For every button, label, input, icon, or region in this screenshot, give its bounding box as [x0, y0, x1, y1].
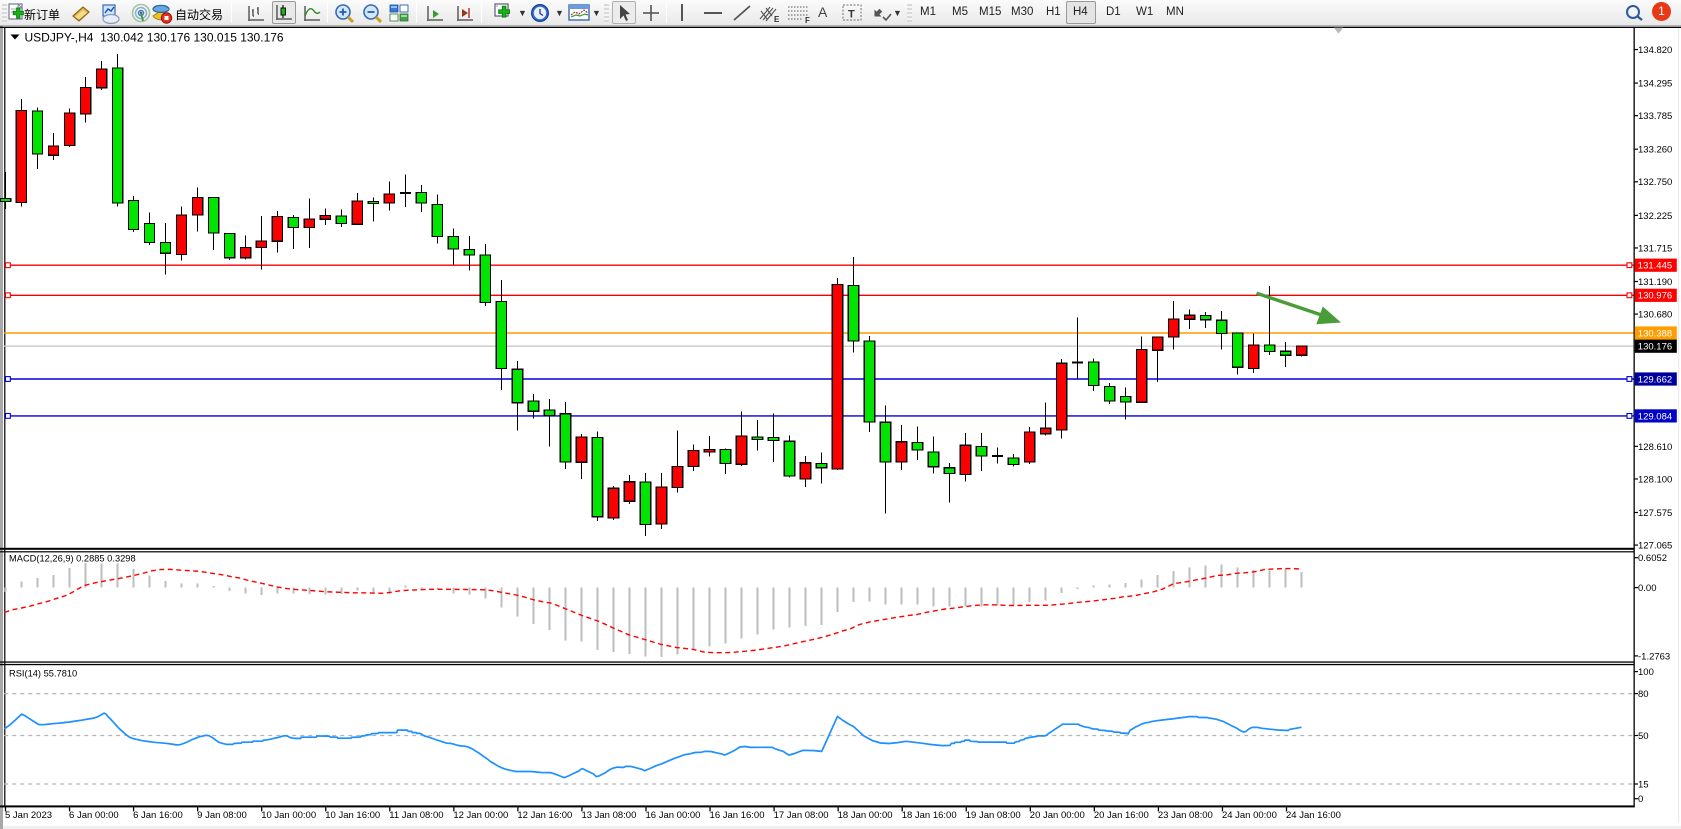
- svg-text:18 Jan 00:00: 18 Jan 00:00: [838, 810, 893, 821]
- svg-text:0.00: 0.00: [1638, 583, 1657, 594]
- svg-text:132.225: 132.225: [1638, 211, 1672, 222]
- svg-text:MACD(12,26,9) 0.2885 0.3298: MACD(12,26,9) 0.2885 0.3298: [9, 554, 136, 564]
- svg-text:6 Jan 16:00: 6 Jan 16:00: [133, 810, 183, 821]
- svg-text:5 Jan 2023: 5 Jan 2023: [5, 810, 52, 821]
- svg-text:100: 100: [1638, 667, 1654, 678]
- svg-text:-1.2763: -1.2763: [1638, 651, 1670, 662]
- svg-text:E: E: [774, 15, 780, 24]
- svg-text:T: T: [848, 9, 855, 21]
- svg-text:17 Jan 08:00: 17 Jan 08:00: [774, 810, 829, 821]
- svg-text:134.820: 134.820: [1638, 45, 1672, 56]
- svg-text:10 Jan 16:00: 10 Jan 16:00: [325, 810, 380, 821]
- svg-text:10 Jan 00:00: 10 Jan 00:00: [261, 810, 316, 821]
- svg-text:12 Jan 00:00: 12 Jan 00:00: [453, 810, 508, 821]
- svg-text:130.388: 130.388: [1638, 328, 1672, 339]
- svg-text:131.715: 131.715: [1638, 243, 1672, 254]
- svg-text:127.065: 127.065: [1638, 540, 1672, 551]
- svg-text:16 Jan 00:00: 16 Jan 00:00: [646, 810, 701, 821]
- svg-text:80: 80: [1638, 689, 1649, 700]
- svg-text:F: F: [805, 16, 810, 24]
- svg-text:6 Jan 00:00: 6 Jan 00:00: [69, 810, 119, 821]
- svg-text:20 Jan 16:00: 20 Jan 16:00: [1094, 810, 1149, 821]
- svg-text:130.680: 130.680: [1638, 309, 1672, 320]
- svg-text:134.295: 134.295: [1638, 78, 1672, 89]
- svg-text:15: 15: [1638, 779, 1649, 790]
- svg-text:130.976: 130.976: [1638, 291, 1672, 302]
- svg-text:132.750: 132.750: [1638, 177, 1672, 188]
- svg-text:11 Jan 08:00: 11 Jan 08:00: [389, 810, 443, 821]
- svg-text:12 Jan 16:00: 12 Jan 16:00: [517, 810, 572, 821]
- svg-text:9 Jan 08:00: 9 Jan 08:00: [197, 810, 247, 821]
- svg-text:127.575: 127.575: [1638, 508, 1672, 519]
- svg-text:129.084: 129.084: [1638, 411, 1672, 422]
- svg-text:0: 0: [1638, 794, 1643, 805]
- svg-text:0.6052: 0.6052: [1638, 553, 1667, 564]
- svg-text:16 Jan 16:00: 16 Jan 16:00: [710, 810, 765, 821]
- svg-text:133.260: 133.260: [1638, 145, 1672, 156]
- svg-text:50: 50: [1638, 731, 1649, 742]
- svg-text:131.190: 131.190: [1638, 277, 1672, 288]
- svg-text:131.445: 131.445: [1638, 261, 1672, 272]
- svg-text:130.176: 130.176: [1638, 342, 1672, 353]
- svg-text:24 Jan 00:00: 24 Jan 00:00: [1222, 810, 1277, 821]
- svg-text:128.100: 128.100: [1638, 474, 1672, 485]
- svg-text:129.662: 129.662: [1638, 374, 1672, 385]
- svg-text:13 Jan 08:00: 13 Jan 08:00: [581, 810, 636, 821]
- svg-text:19 Jan 08:00: 19 Jan 08:00: [966, 810, 1021, 821]
- svg-text:133.785: 133.785: [1638, 111, 1672, 122]
- svg-text:USDJPY-,H4 130.042 130.176 13: USDJPY-,H4 130.042 130.176 130.015 130.1…: [25, 31, 284, 45]
- svg-text:128.610: 128.610: [1638, 442, 1672, 453]
- svg-text:24 Jan 16:00: 24 Jan 16:00: [1286, 810, 1341, 821]
- svg-text:RSI(14) 55.7810: RSI(14) 55.7810: [9, 669, 77, 679]
- svg-text:20 Jan 00:00: 20 Jan 00:00: [1030, 810, 1085, 821]
- svg-text:18 Jan 16:00: 18 Jan 16:00: [902, 810, 957, 821]
- svg-text:23 Jan 08:00: 23 Jan 08:00: [1158, 810, 1213, 821]
